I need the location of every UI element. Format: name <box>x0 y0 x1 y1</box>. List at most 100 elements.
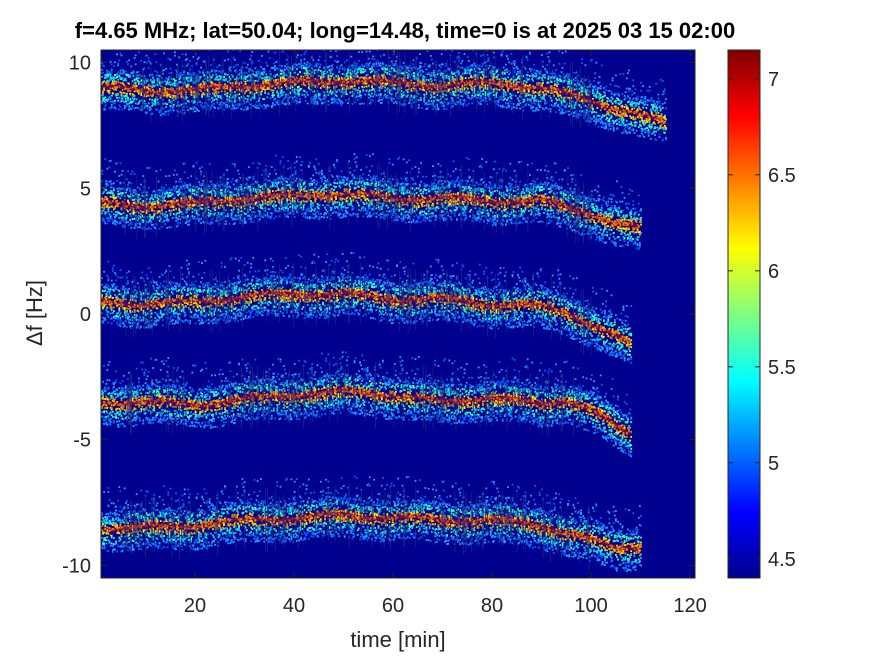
trace-speckle <box>261 90 263 92</box>
trace-speckle <box>169 99 171 101</box>
trace-speckle <box>240 108 242 110</box>
trace-speckle <box>643 130 645 132</box>
trace-speckle <box>631 108 633 110</box>
trace-speckle <box>170 68 172 70</box>
trace-speckle <box>267 76 269 78</box>
trace-speckle <box>361 86 363 88</box>
trace-speckle <box>612 80 614 82</box>
trace-speckle <box>111 187 113 189</box>
trace-speckle <box>628 101 630 103</box>
trace-speckle <box>586 113 588 115</box>
trace-speckle <box>649 124 651 126</box>
trace-speckle <box>502 106 504 108</box>
trace-speckle <box>230 78 232 80</box>
trace-speckle <box>319 83 321 85</box>
trace-speckle <box>272 92 274 94</box>
trace-speckle <box>607 111 609 113</box>
trace-speckle <box>256 92 258 94</box>
trace-speckle <box>152 93 154 95</box>
trace-speckle <box>660 105 662 107</box>
trace-speckle <box>268 105 270 107</box>
trace-speckle <box>599 81 601 83</box>
trace-speckle <box>464 53 466 55</box>
trace-speckle <box>563 73 565 75</box>
trace-speckle <box>643 136 645 138</box>
trace-speckle <box>147 106 149 108</box>
trace-speckle <box>365 69 367 71</box>
trace-speckle <box>305 74 307 76</box>
trace-speckle <box>104 158 106 160</box>
trace-speckle <box>428 103 430 105</box>
trace-speckle <box>581 58 583 60</box>
trace-speckle <box>471 83 473 85</box>
trace-speckle <box>323 92 325 94</box>
trace-speckle <box>607 98 609 100</box>
trace-speckle <box>605 125 607 127</box>
trace-speckle <box>493 90 495 92</box>
trace-speckle <box>246 90 248 92</box>
trace-speckle <box>635 124 637 126</box>
trace-speckle <box>548 91 550 93</box>
trace-speckle <box>503 94 505 96</box>
trace-speckle <box>108 99 110 101</box>
trace-speckle <box>173 107 175 109</box>
trace-speckle <box>618 99 620 101</box>
trace-speckle <box>433 91 435 93</box>
trace-speckle <box>516 78 518 80</box>
trace-speckle <box>555 105 557 107</box>
trace-speckle <box>277 93 279 95</box>
trace-speckle <box>622 105 624 107</box>
trace-speckle <box>121 95 123 97</box>
trace-speckle <box>519 71 521 73</box>
trace-speckle <box>185 54 187 56</box>
trace-speckle <box>598 96 600 98</box>
trace-speckle <box>466 104 468 106</box>
trace-speckle <box>664 115 666 117</box>
trace-speckle <box>380 93 382 95</box>
trace-speckle <box>423 65 425 67</box>
trace-speckle <box>638 117 640 119</box>
trace-speckle <box>164 87 166 89</box>
trace-speckle <box>235 69 237 71</box>
trace-speckle <box>120 70 122 72</box>
trace-speckle <box>519 108 521 110</box>
trace-speckle <box>276 90 278 92</box>
trace-speckle <box>534 95 536 97</box>
trace-speckle <box>468 103 470 105</box>
trace-speckle <box>600 94 602 96</box>
trace-speckle <box>255 104 257 106</box>
trace-speckle <box>407 77 409 79</box>
trace-speckle <box>358 60 360 62</box>
trace-speckle <box>363 103 365 105</box>
trace-speckle <box>385 45 387 47</box>
trace-speckle <box>630 117 632 119</box>
trace-speckle <box>352 68 354 70</box>
trace-speckle <box>514 64 516 66</box>
trace-speckle <box>534 91 536 93</box>
trace-speckle <box>595 117 597 119</box>
trace-speckle <box>514 70 516 72</box>
trace-speckle <box>210 64 212 66</box>
trace-speckle <box>600 118 602 120</box>
trace-speckle <box>597 89 599 91</box>
trace-speckle <box>108 76 110 78</box>
trace-speckle <box>235 64 237 66</box>
trace-speckle <box>174 51 176 53</box>
trace-speckle <box>201 102 203 104</box>
trace-speckle <box>164 114 166 116</box>
trace-speckle <box>568 83 570 85</box>
trace-speckle <box>556 78 558 80</box>
trace-speckle <box>263 108 265 110</box>
trace-speckle <box>656 127 658 129</box>
trace-speckle <box>137 107 139 109</box>
trace-speckle <box>246 72 248 74</box>
trace-speckle <box>126 95 128 97</box>
trace-speckle <box>225 107 227 109</box>
trace-speckle <box>627 72 629 74</box>
trace-speckle <box>190 86 192 88</box>
trace-speckle <box>122 109 124 111</box>
trace-speckle <box>638 103 640 105</box>
trace-speckle <box>110 76 112 78</box>
trace-speckle <box>144 68 146 70</box>
trace-speckle <box>193 56 195 58</box>
